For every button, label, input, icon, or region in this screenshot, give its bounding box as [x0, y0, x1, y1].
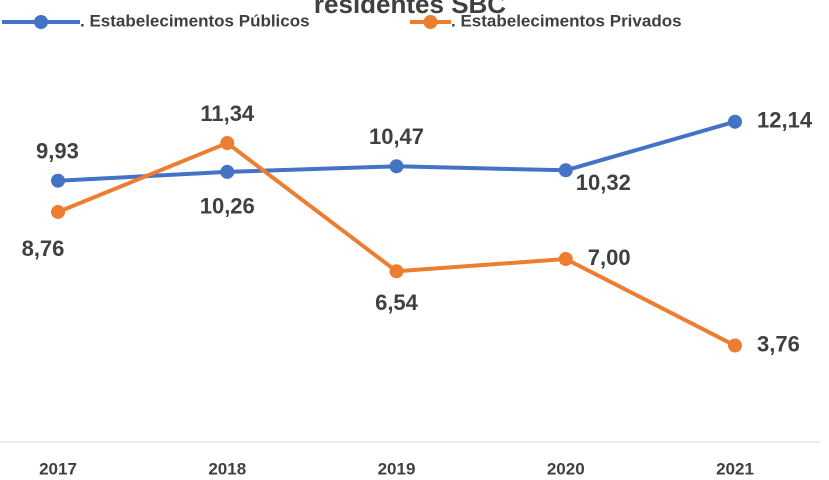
x-tick-label: 2019: [378, 459, 416, 478]
data-label: 10,26: [200, 194, 255, 219]
legend-label: . Estabelecimentos Públicos: [80, 11, 310, 30]
data-label: 6,54: [375, 290, 419, 315]
data-label: 11,34: [200, 101, 255, 126]
data-point: [728, 338, 742, 353]
legend-marker: [34, 15, 48, 29]
legend-label: . Estabelecimentos Privados: [451, 11, 682, 30]
data-label: 12,14: [757, 108, 813, 133]
data-label: 8,76: [22, 236, 65, 261]
data-label: 9,93: [36, 139, 79, 164]
data-point: [51, 173, 65, 188]
series-line: [57, 141, 736, 348]
x-tick-label: 2018: [208, 459, 246, 478]
data-point: [51, 204, 65, 219]
data-label: 10,47: [369, 124, 424, 149]
data-label: 7,00: [588, 245, 631, 270]
data-point: [389, 264, 404, 279]
data-point: [558, 252, 573, 266]
chart-title: residentes SBC: [314, 0, 506, 19]
legend-marker: [423, 15, 438, 29]
data-point: [558, 163, 573, 178]
data-point: [220, 136, 235, 151]
data-label: 3,76: [757, 331, 800, 356]
data-point: [728, 114, 742, 129]
x-tick-label: 2017: [39, 459, 77, 478]
x-tick-label: 2020: [547, 459, 585, 478]
data-point: [220, 164, 235, 179]
data-label: 10,32: [576, 170, 631, 195]
data-point: [389, 159, 404, 174]
x-tick-label: 2021: [716, 459, 754, 478]
